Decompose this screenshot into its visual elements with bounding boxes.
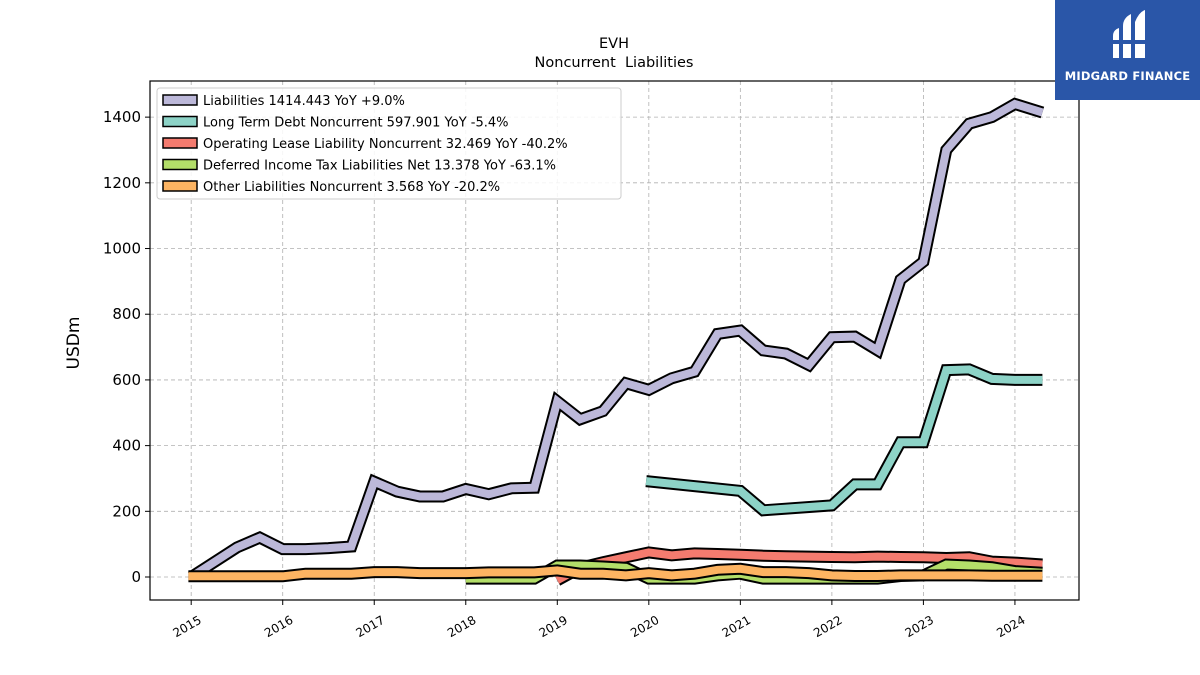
legend: Liabilities 1414.443 YoY +9.0% Long Term … <box>156 87 622 200</box>
chart-title: EVH <box>599 36 629 52</box>
x-tick-label: 2023 <box>903 613 936 640</box>
legend-label-2: Operating Lease Liability Noncurrent 32.… <box>203 137 568 152</box>
legend-swatch-3 <box>162 158 198 171</box>
series-line-4 <box>188 564 1043 581</box>
legend-swatch-4 <box>162 180 198 192</box>
legend-label-0: Liabilities 1414.443 YoY +9.0% <box>203 94 405 109</box>
y-axis-label: USDm <box>64 317 84 370</box>
x-tick-label: 2019 <box>537 613 570 640</box>
x-tick-label: 2022 <box>811 613 844 640</box>
y-tick-label: 0 <box>131 568 141 586</box>
legend-swatch-2 <box>162 137 198 149</box>
x-tick-label: 2018 <box>445 613 478 640</box>
chart-subtitle: Noncurrent Liabilities <box>535 55 694 71</box>
series-line-0 <box>189 99 1044 581</box>
y-tick-label: 200 <box>112 502 141 520</box>
series-line-1 <box>645 365 1043 515</box>
legend-swatch-1 <box>162 115 198 128</box>
x-tick-label: 2021 <box>720 613 753 640</box>
legend-label-1: Long Term Debt Noncurrent 597.901 YoY -5… <box>203 116 509 131</box>
brand-logo: MIDGARD FINANCE <box>1055 0 1200 100</box>
y-tick-label: 800 <box>112 305 141 323</box>
x-tick-label: 2015 <box>170 613 203 640</box>
x-tick-label: 2016 <box>262 613 295 640</box>
y-tick-label: 1000 <box>103 240 141 258</box>
y-tick-label: 1200 <box>103 174 141 192</box>
x-tick-label: 2017 <box>354 613 387 640</box>
x-axis-ticks: 2015 2016 2017 2018 2019 2020 2021 2022 2023 2024 <box>170 600 1028 640</box>
legend-box <box>156 87 622 200</box>
plot-frame <box>149 80 1080 601</box>
legend-swatch-0 <box>162 94 198 106</box>
x-tick-label: 2020 <box>628 613 661 640</box>
series-line-2 <box>555 548 1043 584</box>
y-tick-label: 600 <box>112 371 141 389</box>
legend-label-4: Other Liabilities Noncurrent 3.568 YoY -… <box>203 180 500 195</box>
y-tick-label: 400 <box>112 437 141 455</box>
legend-label-3: Deferred Income Tax Liabilities Net 13.3… <box>203 159 556 174</box>
midgard-logo-icon <box>1111 10 1147 58</box>
series-group <box>187 97 1045 586</box>
y-tick-label: 1400 <box>103 108 141 126</box>
brand-name: MIDGARD FINANCE <box>1064 69 1191 83</box>
x-tick-label: 2024 <box>994 613 1027 640</box>
y-axis-ticks: 0 200 400 600 800 1000 1200 1400 <box>103 108 150 586</box>
